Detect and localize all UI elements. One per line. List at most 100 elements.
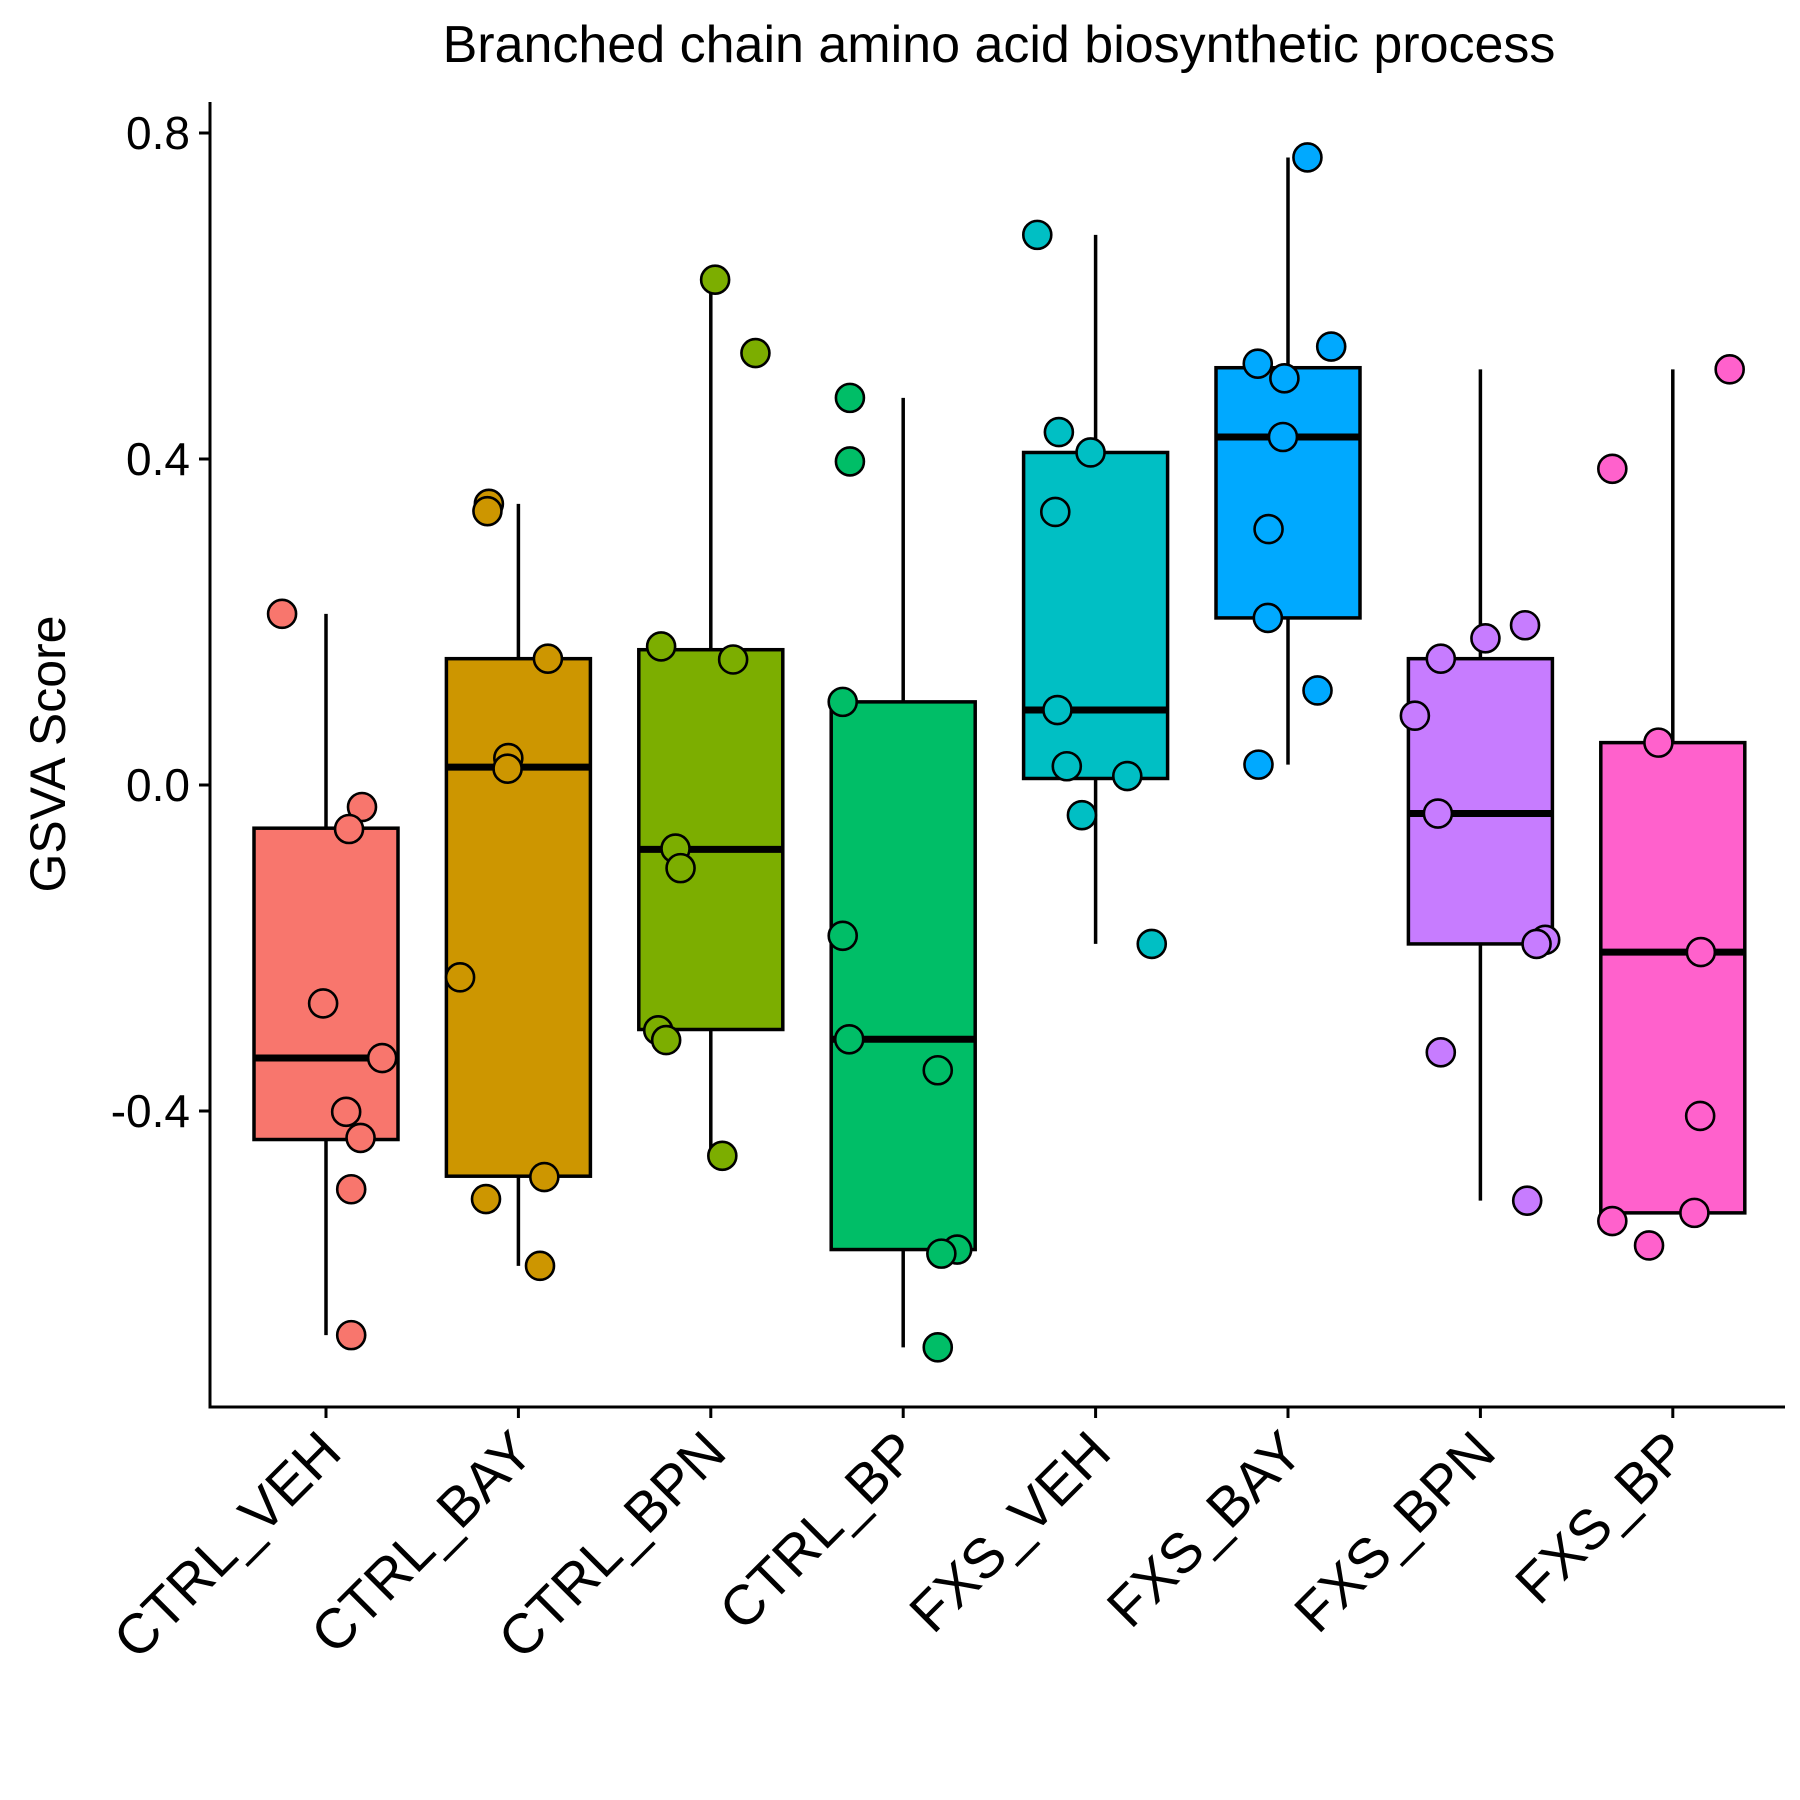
data-point — [335, 1319, 367, 1351]
box-group-ctrl-bay — [444, 503, 593, 1266]
data-point — [1425, 1037, 1457, 1068]
data-point — [717, 644, 749, 675]
data-point — [834, 382, 866, 414]
x-tick-label: FXS_BAY — [1095, 1419, 1315, 1639]
data-point — [1511, 1185, 1543, 1216]
iqr-box — [637, 647, 785, 1032]
data-point — [1253, 513, 1284, 545]
data-point — [922, 1054, 954, 1086]
data-point — [1425, 643, 1457, 674]
data-point — [1315, 331, 1347, 362]
data-point — [266, 598, 298, 630]
data-point — [1302, 675, 1333, 706]
data-point — [330, 1096, 362, 1128]
data-point — [665, 852, 696, 884]
data-point — [650, 1024, 682, 1056]
data-point — [1470, 622, 1501, 654]
x-tick-label: CTRL_BP — [707, 1419, 930, 1642]
iqr-box — [1021, 450, 1170, 781]
data-point — [922, 1332, 954, 1363]
data-point — [1267, 421, 1299, 453]
data-point — [1399, 700, 1431, 732]
data-point — [532, 643, 564, 674]
data-point — [1597, 1205, 1628, 1237]
data-point — [1042, 694, 1073, 726]
data-point — [1714, 354, 1745, 385]
points-fxs-bp — [1597, 354, 1745, 1261]
x-tick-label: FXS_BP — [1503, 1419, 1699, 1615]
data-point — [1685, 936, 1717, 968]
points-fxs-bpn — [1399, 609, 1561, 1216]
data-point — [1679, 1197, 1710, 1229]
data-point — [834, 446, 866, 477]
y-tick-label: 0.4 — [126, 433, 190, 485]
data-point — [1136, 928, 1168, 960]
data-point — [1066, 799, 1098, 831]
data-point — [707, 1140, 738, 1172]
data-point — [366, 1042, 398, 1074]
iqr-box — [1214, 365, 1362, 620]
data-point — [827, 920, 859, 952]
data-point — [333, 813, 365, 845]
data-point — [345, 1122, 376, 1154]
x-tick-label: FXS_VEH — [897, 1419, 1122, 1644]
points-ctrl-bpn — [642, 264, 771, 1172]
data-point — [699, 264, 731, 296]
data-point — [1292, 142, 1323, 173]
data-point — [1242, 348, 1274, 379]
data-point — [524, 1250, 556, 1282]
iqr-box — [252, 826, 400, 1142]
data-point — [833, 1023, 865, 1055]
data-point — [1243, 749, 1274, 780]
data-point — [1422, 798, 1454, 829]
y-tick-label: 0.8 — [126, 107, 190, 159]
data-point — [470, 1183, 502, 1215]
data-point — [1633, 1230, 1665, 1261]
data-point — [1252, 602, 1284, 634]
data-point — [1684, 1100, 1716, 1132]
iqr-box — [1599, 740, 1747, 1215]
data-point — [472, 495, 503, 527]
iqr-box — [444, 656, 593, 1178]
data-point — [1509, 609, 1541, 641]
box-group-fxs-bpn — [1406, 369, 1555, 1201]
data-point — [335, 1173, 367, 1205]
data-point — [1043, 416, 1075, 448]
data-point — [1643, 727, 1674, 758]
points-fxs-bay — [1242, 142, 1347, 780]
box-group-ctrl-veh — [252, 613, 400, 1336]
points-ctrl-veh — [266, 598, 398, 1351]
iqr-box — [829, 700, 977, 1252]
box-group-fxs-bp — [1599, 369, 1747, 1215]
data-point — [740, 337, 771, 369]
data-point — [1021, 219, 1053, 251]
x-tick-label: FXS_BPN — [1282, 1419, 1507, 1644]
box-group-fxs-veh — [1021, 234, 1170, 944]
data-point — [529, 1161, 560, 1193]
data-point — [827, 686, 859, 718]
plot-area — [252, 142, 1747, 1363]
y-tick-label: -0.4 — [111, 1085, 190, 1137]
data-point — [1051, 750, 1083, 782]
box-group-fxs-bay — [1214, 157, 1362, 765]
box-group-ctrl-bp — [829, 397, 977, 1348]
points-fxs-veh — [1021, 219, 1168, 960]
data-point — [1597, 453, 1628, 485]
y-axis-ticks: 0.8 0.4 0.0 -0.4 — [111, 107, 210, 1137]
points-ctrl-bay — [444, 488, 564, 1282]
x-axis-ticks: CTRL_VEHCTRL_BAYCTRL_BPNCTRL_BPFXS_VEHFX… — [101, 1407, 1699, 1670]
data-point — [307, 988, 339, 1019]
points-ctrl-bp — [827, 382, 973, 1363]
data-point — [444, 962, 476, 993]
data-point — [1039, 496, 1071, 528]
y-tick-label: 0.0 — [126, 759, 190, 811]
data-point — [1075, 437, 1106, 468]
chart-title: Branched chain amino acid biosynthetic p… — [443, 16, 1556, 74]
data-point — [1521, 928, 1552, 960]
data-point — [1269, 363, 1300, 394]
data-point — [1111, 760, 1143, 792]
data-point — [492, 753, 523, 785]
y-axis-title: GSVA Score — [20, 616, 76, 893]
data-point — [645, 631, 677, 662]
